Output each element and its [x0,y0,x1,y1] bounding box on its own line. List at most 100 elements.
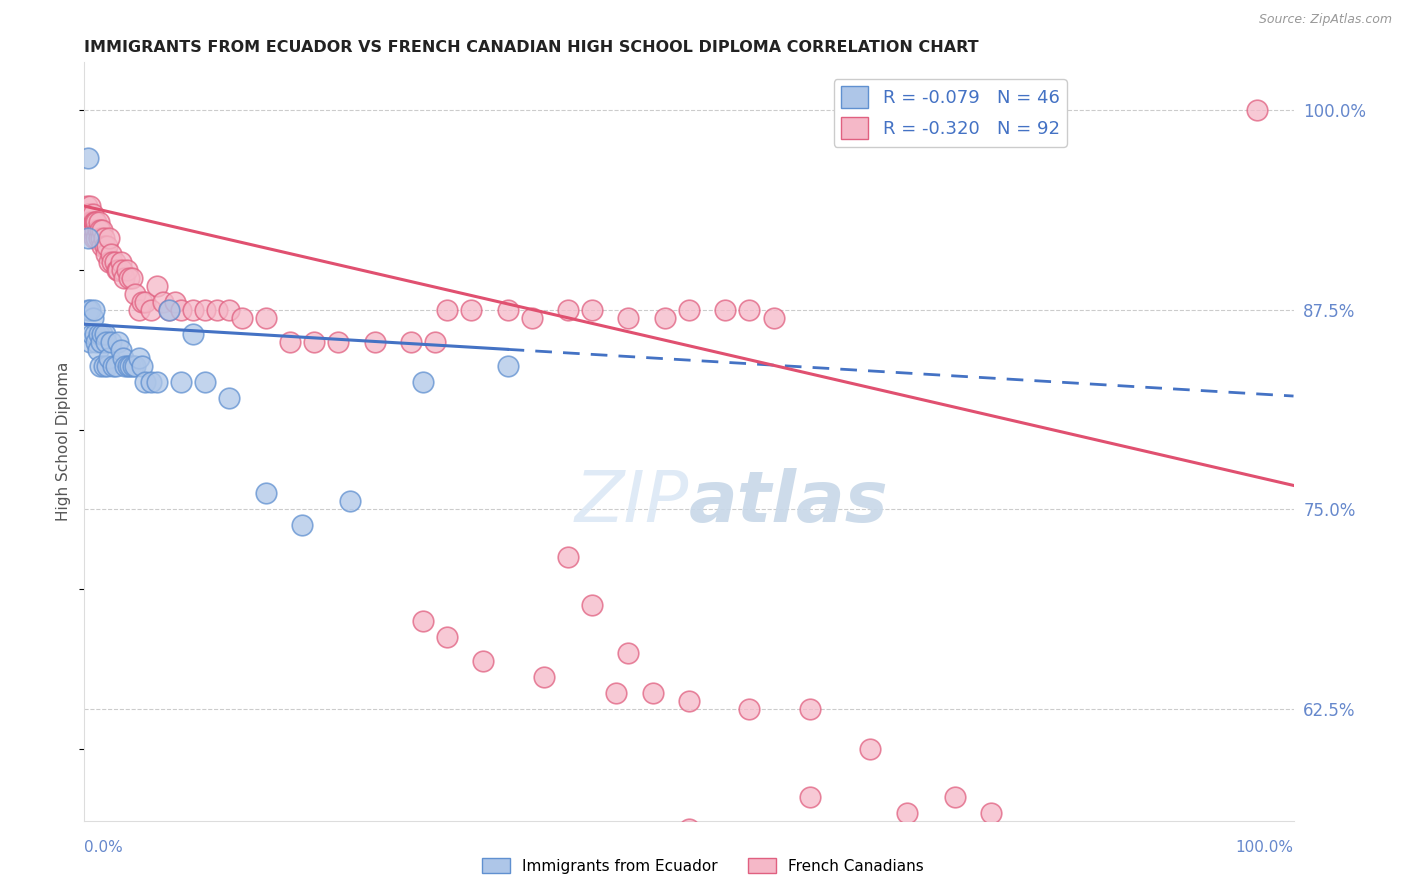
Point [131,359,153,373]
Point [363,334,385,349]
Point [94,326,117,341]
Point [84,326,107,341]
Point [118,271,141,285]
Point [76,199,98,213]
Point [339,494,361,508]
Point [146,375,169,389]
Point [799,702,821,716]
Point [157,302,180,317]
Point [207,302,229,317]
Point [90,334,112,349]
Point [1246,103,1268,118]
Point [124,286,146,301]
Point [114,359,136,373]
Point [557,302,579,317]
Point [399,334,422,349]
Point [460,302,482,317]
Point [678,302,700,317]
Point [101,255,124,269]
Point [254,486,277,500]
Point [139,302,162,317]
Point [93,231,115,245]
Point [412,614,434,628]
Point [80,223,103,237]
Point [83,215,105,229]
Point [412,375,434,389]
Point [714,302,737,317]
Point [194,375,217,389]
Point [423,334,446,349]
Point [80,215,103,229]
Point [87,326,110,341]
Point [231,310,253,325]
Point [328,334,350,349]
Point [90,231,112,245]
Point [194,302,217,317]
Point [97,351,120,365]
Point [152,294,174,309]
Point [111,263,134,277]
Point [79,302,101,317]
Point [91,239,114,253]
Point [104,255,127,269]
Point [496,302,519,317]
Point [436,302,458,317]
Point [678,694,700,708]
Legend: R = -0.079   N = 46, R = -0.320   N = 92: R = -0.079 N = 46, R = -0.320 N = 92 [834,79,1067,146]
Point [121,271,143,285]
Point [943,789,966,804]
Legend: Immigrants from Ecuador, French Canadians: Immigrants from Ecuador, French Canadian… [477,852,929,880]
Point [738,702,761,716]
Point [86,343,108,357]
Point [170,375,193,389]
Point [91,223,114,237]
Point [165,294,187,309]
Point [79,199,101,213]
Point [103,359,125,373]
Point [112,351,135,365]
Point [77,151,100,165]
Point [533,670,555,684]
Text: Source: ZipAtlas.com: Source: ZipAtlas.com [1258,13,1392,27]
Point [678,822,700,836]
Point [181,326,204,341]
Point [94,334,117,349]
Point [128,351,150,365]
Point [86,223,108,237]
Point [181,302,204,317]
Point [302,334,325,349]
Point [91,326,114,341]
Point [762,310,785,325]
Point [96,359,118,373]
Point [557,550,579,565]
Point [105,263,128,277]
Point [89,359,111,373]
Point [77,207,100,221]
Point [100,247,122,261]
Point [278,334,301,349]
Point [100,334,122,349]
Point [80,326,103,341]
Point [254,310,277,325]
Point [79,334,101,349]
Point [87,231,110,245]
Point [110,343,132,357]
Point [581,302,603,317]
Point [520,310,543,325]
Point [117,359,139,373]
Point [641,686,664,700]
Point [120,359,142,373]
Text: 100.0%: 100.0% [1236,839,1294,855]
Point [94,247,117,261]
Point [799,789,821,804]
Point [218,302,240,317]
Text: 0.0%: 0.0% [84,839,124,855]
Point [139,375,162,389]
Point [83,302,105,317]
Point [738,302,761,317]
Point [89,223,111,237]
Text: ZIP: ZIP [575,467,689,537]
Point [134,375,156,389]
Point [472,654,495,668]
Point [86,231,108,245]
